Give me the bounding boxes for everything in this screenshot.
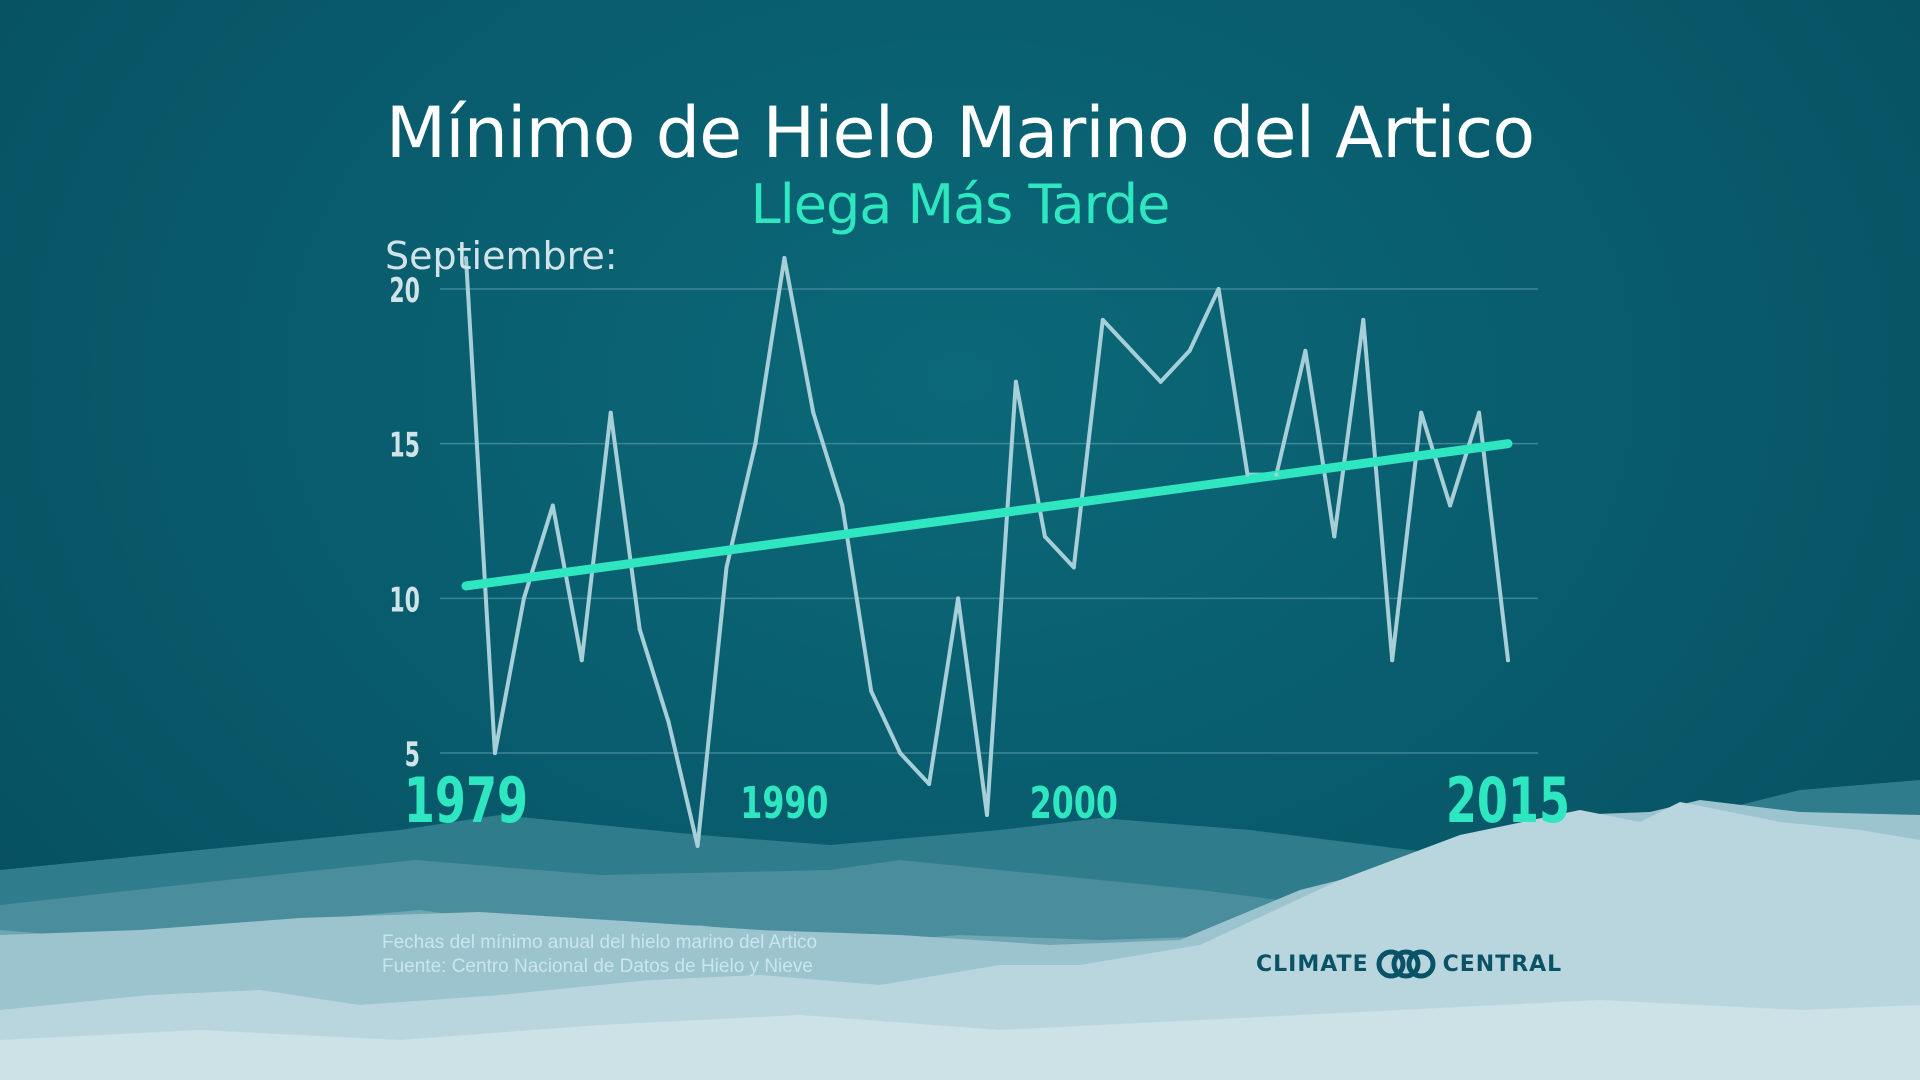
data-point-1996 — [956, 596, 961, 601]
data-point-1993 — [869, 689, 874, 694]
data-point-2008 — [1303, 348, 1308, 353]
logo-rings-icon — [1376, 949, 1436, 979]
data-point-1982 — [550, 503, 555, 508]
y-tick-labels: 5 10 15 20 — [389, 271, 420, 774]
data-point-1981 — [521, 596, 526, 601]
x-tick-label-1990: 1990 — [740, 778, 828, 830]
data-point-1995 — [927, 782, 932, 786]
data-point-1991 — [811, 410, 816, 415]
footnote-source: Fuente: Centro Nacional de Datos de Hiel… — [382, 956, 813, 977]
data-points — [464, 256, 1510, 848]
data-point-1988 — [724, 565, 729, 570]
data-point-1987 — [695, 843, 700, 848]
y-tick-label: 20 — [389, 271, 420, 310]
data-point-2001 — [1100, 317, 1105, 322]
data-line — [464, 256, 1510, 848]
data-point-2009 — [1332, 534, 1337, 539]
data-point-1994 — [898, 751, 903, 756]
x-tick-label-2015: 2015 — [1446, 765, 1570, 837]
logo-text-right: CENTRAL — [1442, 951, 1563, 977]
data-point-2011 — [1390, 658, 1395, 663]
data-point-2006 — [1245, 472, 1250, 477]
data-point-1992 — [840, 503, 845, 508]
data-point-1990 — [782, 256, 787, 260]
data-point-2010 — [1361, 317, 1366, 322]
data-point-1985 — [637, 627, 642, 632]
data-point-1979 — [464, 256, 468, 260]
data-point-1989 — [753, 441, 758, 446]
data-point-2014 — [1477, 410, 1482, 415]
data-point-2003 — [1158, 379, 1163, 384]
x-tick-labels: 1979 1990 2000 2015 — [404, 765, 1570, 837]
data-point-1999 — [1042, 534, 1047, 539]
logo-text-left: CLIMATE — [1256, 951, 1369, 977]
y-tick-label: 15 — [389, 426, 420, 465]
gridlines — [440, 288, 1538, 754]
data-point-2013 — [1448, 503, 1453, 508]
data-point-1998 — [1013, 379, 1018, 384]
data-point-2000 — [1071, 565, 1076, 570]
x-tick-label-1979: 1979 — [404, 765, 528, 837]
trend-line — [461, 439, 1513, 591]
data-point-1986 — [666, 720, 671, 725]
data-point-2015 — [1506, 658, 1510, 663]
data-point-2007 — [1274, 472, 1279, 477]
chart-title: Mínimo de Hielo Marino del Artico — [385, 92, 1535, 174]
data-point-1997 — [985, 812, 989, 817]
data-point-1980 — [492, 751, 497, 756]
data-point-2005 — [1216, 286, 1221, 291]
y-tick-label: 5 — [405, 735, 420, 774]
climate-central-logo: CLIMATE CENTRAL — [1256, 944, 1562, 984]
ice-landscape — [0, 780, 1920, 1080]
data-point-2002 — [1129, 348, 1134, 353]
x-tick-label-2000: 2000 — [1030, 778, 1118, 830]
footnote-description: Fechas del mínimo anual del hielo marino… — [382, 932, 818, 953]
y-axis-label: Septiembre: — [385, 234, 618, 278]
y-tick-label: 10 — [389, 580, 420, 619]
chart-subtitle: Llega Más Tarde — [750, 173, 1171, 236]
data-point-2012 — [1419, 410, 1424, 415]
data-point-1983 — [579, 658, 584, 663]
data-point-2004 — [1187, 348, 1192, 353]
data-point-1984 — [608, 410, 613, 415]
